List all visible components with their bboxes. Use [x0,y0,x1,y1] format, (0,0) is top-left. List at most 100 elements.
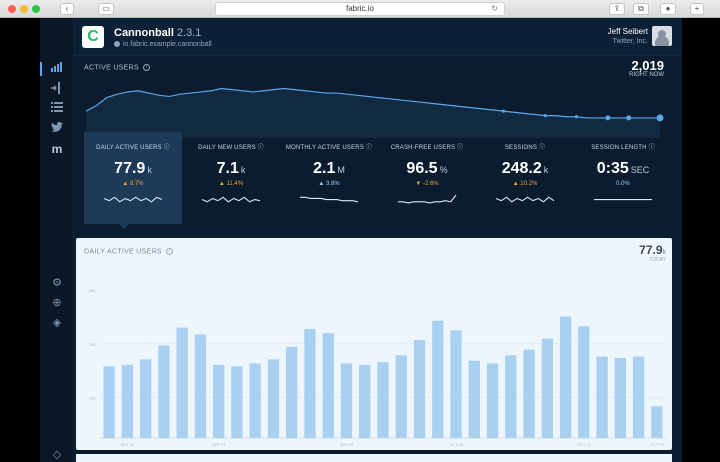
bar [213,364,225,438]
metric-label: DAILY ACTIVE USERS ⓘ [96,145,170,151]
metric-tile-crash-free-users[interactable]: CRASH-FREE USERS ⓘ 96.5% ▼ -2.6% [378,132,476,224]
active-users-sub: RIGHT NOW [629,72,664,78]
metric-change: ▲ 3.8% [318,181,340,187]
metric-value: 0:35 SEC [596,160,650,177]
app-logo[interactable]: C [82,26,104,48]
bar [395,355,407,438]
daily-active-users-bar-chart: 30K 20K 10K SEP 18 SEP 21 SEP 28 OCT 05 OCT 12 O… [89,288,666,447]
metrics-row: DAILY ACTIVE USERS ⓘ 77.9 k ▲ 8.7% DAILY NEW… [74,132,682,229]
bar [340,363,353,438]
panel-title-text: DAILY ACTIVE USERS [84,248,162,256]
main-content: C Cannonball 2.3.1 io.fabric.example.cann… [74,18,682,462]
sidebar-toggle-icon[interactable]: ▭ [98,3,114,15]
x-tick-label: SEP 18 [121,442,135,447]
bar [541,338,553,438]
selected-tile-pointer [119,224,129,229]
metric-change: ▲ 11.4% [218,181,244,187]
bar [468,360,480,438]
active-users-label: ACTIVE USERS i [84,64,150,71]
shield-icon[interactable]: ◈ [52,317,62,329]
metric-tile-daily-active-users[interactable]: DAILY ACTIVE USERS ⓘ 77.9 k ▲ 8.7% [84,132,182,224]
address-bar[interactable]: fabric.io ↻ [215,2,505,16]
bar [377,362,389,438]
share-icon[interactable]: ⇪ [609,3,625,15]
realtime-point [543,114,547,118]
bar [614,357,627,438]
metric-label: SESSION LENGTH ⓘ [591,145,655,151]
x-tick-label: OCT 19 [650,442,665,447]
metric-tile-session-length[interactable]: SESSION LENGTH ⓘ 0:35 SEC 0.0% [574,132,672,224]
new-tab-button[interactable]: + [690,3,704,15]
metric-change: ▲ 8.7% [122,181,144,187]
tabs-icon[interactable]: ⧉ [633,3,649,15]
x-tick-label: SEP 21 [212,442,226,447]
layers-icon[interactable]: ◇ [52,449,62,461]
active-nav-marker [40,62,42,76]
bar [103,366,115,438]
bar [322,333,334,438]
bar [450,330,462,438]
app-version: 2.3.1 [176,27,202,39]
y-tick-label: 30K [89,288,96,293]
sparkline [201,196,261,203]
extension-icon[interactable]: ● [660,3,676,15]
list-icon[interactable] [49,102,65,116]
metric-label: CRASH-FREE USERS ⓘ [390,145,464,151]
bundle-id-text: io.fabric.example.cannonball [123,41,212,48]
bar [249,363,261,438]
avatar[interactable] [652,26,672,46]
bar [176,327,188,438]
settings-icon[interactable]: ⚙ [52,277,62,289]
bar [523,349,535,438]
analytics-icon[interactable] [49,62,65,76]
sparkline [103,196,163,203]
active-users-count: 2,019 [631,58,664,73]
realtime-line-chart [85,87,664,138]
metric-value: 77.9 k [114,160,152,177]
beta-icon[interactable] [49,82,65,96]
bar [231,366,243,438]
metric-value: 7.1 k [216,160,246,177]
bar [139,359,152,438]
metric-label: SESSIONS ⓘ [504,145,546,151]
bar [578,326,590,438]
info-icon[interactable]: i [165,248,173,255]
platform-icon [114,41,120,48]
bar [651,406,663,438]
back-icon[interactable]: ‹ [60,3,74,15]
metric-tile-daily-new-users[interactable]: DAILY NEW USERS ⓘ 7.1 k ▲ 11.4% [182,132,280,224]
user-name: Jeff Seibert [607,27,648,36]
next-panel-edge [76,454,672,462]
realtime-point [626,115,632,121]
app-name: Cannonball [114,27,174,39]
add-icon[interactable]: ⊕ [52,297,62,309]
daily-active-users-panel: DAILY ACTIVE USERS i 77.9k TODAY 30K 20K 10… [76,238,672,450]
app-title[interactable]: Cannonball 2.3.1 [114,27,201,39]
zoom-window-button[interactable] [32,5,40,13]
twitter-icon[interactable] [49,122,65,136]
minimize-window-button[interactable] [20,5,28,13]
bar [413,340,426,438]
bar [486,363,499,438]
realtime-line [85,87,660,119]
app-header: C Cannonball 2.3.1 io.fabric.example.cann… [74,18,682,56]
active-users-title: ACTIVE USERS [84,64,139,72]
fabric-app: m ⚙ ⊕ ◈ ◇ C Cannonball 2.3.1 io.fabric.ex… [40,18,682,462]
reload-icon[interactable]: ↻ [491,4,498,13]
y-tick-label: 10K [89,396,96,401]
metric-tile-monthly-active-users[interactable]: MONTHLY ACTIVE USERS ⓘ 2.1 M ▲ 3.8% [280,132,378,224]
bar [158,345,170,438]
bundle-id: io.fabric.example.cannonball [114,41,212,48]
metric-tile-sessions[interactable]: SESSIONS ⓘ 248.2 k ▲ 10.2% [476,132,574,224]
mopub-icon[interactable]: m [51,142,63,156]
metric-value: 248.2 k [501,160,549,177]
user-menu[interactable]: Jeff Seibert Twitter, Inc. [608,27,648,45]
realtime-point [501,109,506,113]
bar [121,364,134,438]
metric-value: 2.1 M [313,160,345,177]
bar [432,320,444,438]
close-window-button[interactable] [8,5,16,13]
info-icon[interactable]: i [142,64,150,71]
bar [267,359,280,438]
panel-value: 77.9k [639,243,666,257]
